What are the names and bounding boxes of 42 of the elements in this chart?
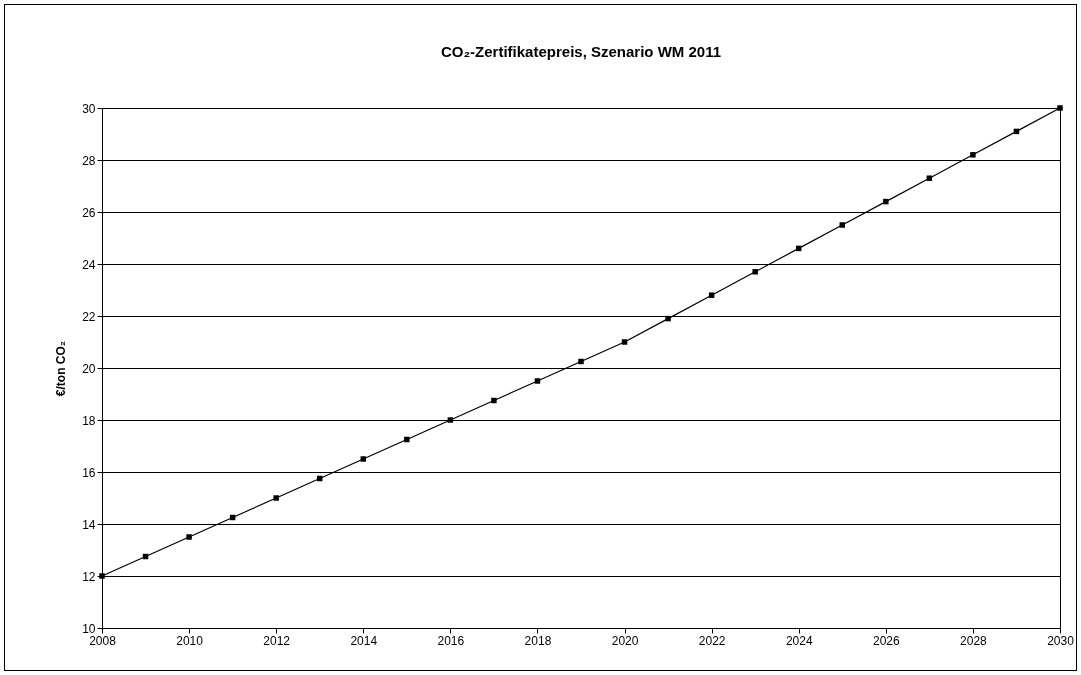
point	[360, 456, 367, 462]
y-tick-label: 12	[82, 569, 96, 584]
x-tick-label: 2012	[263, 633, 291, 648]
x-tick-label: 2018	[524, 633, 552, 648]
point	[404, 436, 410, 443]
point	[708, 292, 715, 298]
y-tick-label: 28	[82, 153, 96, 168]
point	[665, 315, 671, 322]
x-tick-label: 2008	[89, 633, 117, 648]
x-tick-label: 2014	[350, 633, 378, 648]
x-tick-label: 2028	[960, 633, 988, 648]
point	[621, 339, 628, 345]
chart-title: CO₂-Zertifikatepreis, Szenario WM 2011	[440, 43, 722, 60]
point	[491, 397, 497, 404]
point	[273, 495, 279, 501]
point	[1057, 105, 1063, 111]
y-tick-label: 14	[82, 517, 96, 532]
x-tick-label: 2030	[1047, 633, 1075, 648]
x-tick-label: 2010	[176, 633, 204, 648]
x-tick-label: 2016	[437, 633, 465, 648]
point	[752, 269, 758, 275]
y-tick-label: 16	[82, 465, 96, 480]
point	[186, 534, 192, 540]
point	[534, 378, 541, 384]
point	[926, 175, 933, 181]
point	[883, 198, 889, 205]
x-tick-label: 2020	[611, 633, 639, 648]
y-tick-label: 30	[82, 101, 96, 116]
point	[578, 358, 584, 365]
y-axis-title: €/ton CO₂	[54, 340, 69, 397]
y-tick-label: 22	[82, 309, 96, 324]
point	[839, 222, 846, 228]
x-tick-label: 2022	[698, 633, 726, 648]
x-tick-label: 2026	[872, 633, 900, 648]
y-tick-label: 26	[82, 205, 96, 220]
y-tick-label: 20	[82, 361, 96, 376]
y-tick-label: 18	[82, 413, 96, 428]
x-tick-label: 2024	[785, 633, 813, 648]
y-tick-label: 24	[82, 257, 96, 272]
point	[970, 152, 976, 158]
point	[447, 417, 454, 423]
y-tick-label: 10	[82, 621, 96, 636]
